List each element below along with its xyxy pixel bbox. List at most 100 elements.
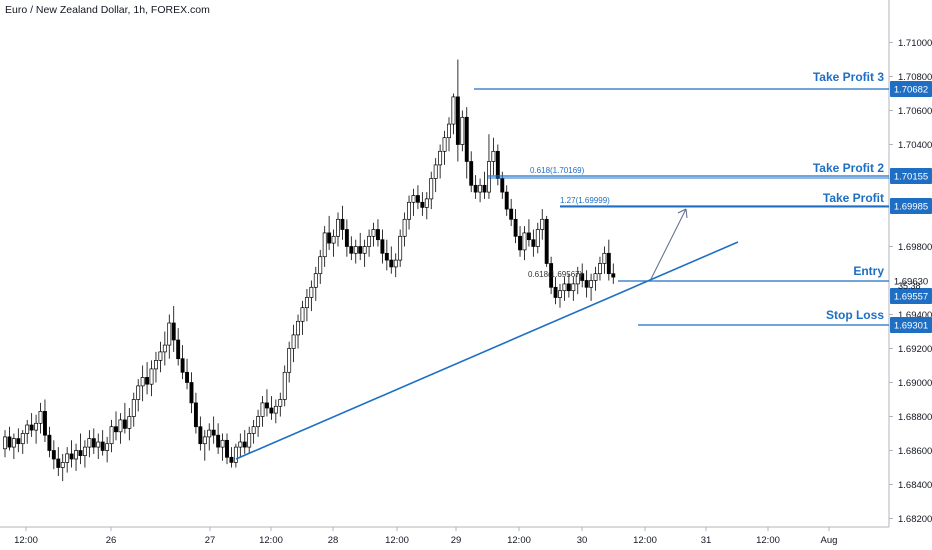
candle-down: [349, 246, 354, 254]
x-tick-label: 27: [205, 535, 216, 546]
candle-up: [251, 426, 256, 434]
candle-down: [584, 280, 589, 288]
price-box-label: 1.69301: [894, 321, 928, 332]
x-tick-label: 12:00: [633, 535, 657, 546]
level-label: Take Profit 3: [813, 70, 884, 84]
candle-down: [211, 429, 216, 436]
candle-down: [531, 239, 536, 247]
candle-up: [575, 273, 580, 285]
candle-down: [549, 263, 554, 288]
candle-up: [593, 273, 598, 281]
candle-up: [287, 348, 292, 373]
candle-up: [273, 405, 278, 414]
candle-up: [256, 416, 261, 428]
candle-down: [566, 283, 571, 292]
x-tick-label: 12:00: [14, 535, 38, 546]
candle-up: [149, 368, 154, 385]
candle-up: [318, 256, 323, 275]
candle-up: [447, 123, 451, 139]
candle-up: [522, 232, 527, 251]
candle-up: [220, 439, 225, 448]
candle-down: [526, 232, 531, 241]
fib-label: 0.618(1.69567): [528, 270, 583, 279]
candle-up: [540, 218, 545, 230]
candle-up: [429, 178, 434, 200]
support-trendline: [235, 241, 739, 460]
candle-up: [127, 416, 132, 429]
candle-up: [331, 235, 336, 244]
candle-down: [51, 450, 56, 460]
candle-up: [282, 371, 287, 400]
candle-up: [167, 322, 172, 346]
price-box: [890, 273, 932, 289]
candle-up: [562, 283, 567, 292]
candle-up: [11, 438, 16, 448]
x-tick-label: 26: [106, 535, 117, 546]
candle-up: [300, 307, 305, 322]
x-tick-label: 12:00: [385, 535, 409, 546]
candle-down: [464, 116, 469, 162]
chart-title: Euro / New Zealand Dollar, 1h, FOREX.com: [5, 4, 210, 16]
candle-up: [162, 344, 167, 353]
candle-up: [34, 422, 39, 431]
price-box: [890, 168, 932, 184]
candle-up: [535, 229, 540, 247]
candle-down: [469, 161, 474, 186]
candle-down: [171, 322, 176, 341]
candle-down: [495, 150, 500, 179]
candle-up: [487, 161, 491, 193]
x-tick-label: Aug: [821, 535, 838, 546]
candle-down: [43, 411, 47, 436]
price-box-label: 1.70155: [894, 172, 928, 183]
candle-up: [460, 116, 465, 145]
projection-arrowhead: [677, 208, 688, 219]
candle-down: [16, 438, 21, 445]
candle-down: [100, 441, 105, 451]
candle-up: [291, 334, 296, 349]
candle-up: [3, 436, 7, 450]
candle-down: [473, 184, 478, 193]
candle-down: [500, 178, 505, 193]
candle-up: [247, 433, 252, 448]
candle-down: [198, 426, 203, 445]
candle-down: [455, 96, 460, 145]
candle-down: [78, 450, 83, 456]
candle-down: [606, 252, 611, 275]
price-box: [890, 288, 932, 304]
projection-arrow-line: [649, 208, 687, 282]
candle-down: [229, 456, 234, 463]
candle-down: [225, 439, 229, 458]
y-tick-label: 1.69800: [898, 242, 932, 253]
level-label: Take Profit: [823, 191, 884, 205]
candle-down: [185, 371, 189, 383]
candle-up: [96, 441, 101, 448]
candle-up: [589, 280, 594, 288]
candle-down: [384, 252, 389, 261]
candle-up: [598, 263, 602, 275]
candle-up: [202, 436, 207, 445]
candle-up: [309, 286, 314, 298]
candle-down: [47, 434, 52, 451]
candle-up: [158, 351, 163, 361]
candle-up: [105, 443, 110, 451]
y-tick-label: 1.68600: [898, 446, 932, 457]
candle-down: [242, 441, 247, 448]
candle-up: [411, 195, 416, 203]
candle-up: [278, 399, 283, 407]
y-tick-label: 1.70400: [898, 140, 932, 151]
candle-up: [74, 450, 78, 460]
candle-up: [233, 446, 238, 463]
candle-up: [371, 229, 376, 237]
candle-up: [60, 462, 65, 468]
price-box-label: 1.70682: [894, 85, 928, 96]
y-tick-label: 1.68400: [898, 480, 932, 491]
candle-down: [376, 229, 380, 241]
candle-up: [322, 232, 327, 258]
candle-up: [260, 402, 265, 417]
x-tick-label: 12:00: [507, 535, 531, 546]
y-tick-label: 1.68800: [898, 412, 932, 423]
price-box: [890, 317, 932, 333]
y-tick-label: 1.71000: [898, 38, 932, 49]
candle-down: [389, 259, 394, 268]
